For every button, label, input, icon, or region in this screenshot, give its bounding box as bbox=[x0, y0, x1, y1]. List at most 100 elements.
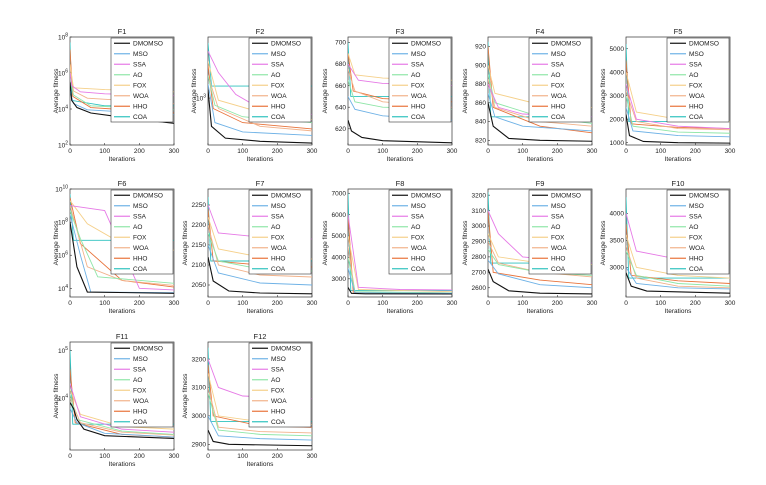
x-axis-label: Iterations bbox=[387, 308, 414, 315]
y-axis-label: Average fitness bbox=[462, 220, 469, 265]
legend: DMOMSO MSO SSA AO FOX WOA HHO COA bbox=[388, 37, 452, 123]
x-tick-label: 100 bbox=[377, 148, 388, 155]
chart-title: F5 bbox=[674, 27, 683, 36]
legend-label-ao: AO bbox=[551, 224, 560, 231]
chart-panel-f9: F9 0 100 200 300 Iterations 2600 2700 2800 2900 30… bbox=[462, 179, 598, 315]
legend-label-coa: COA bbox=[551, 266, 566, 273]
legend-label-fox: FOX bbox=[551, 235, 565, 242]
x-tick-label: 300 bbox=[447, 148, 458, 155]
y-axis-label: Average fitness bbox=[600, 68, 607, 113]
legend-label-hho: HHO bbox=[133, 409, 147, 416]
legend-box bbox=[248, 342, 312, 428]
y-axis-label: Average fitness bbox=[462, 68, 469, 113]
chart-panel-f12: F12 0 100 200 300 Iterations 2900 3000 3100 3200 A… bbox=[182, 332, 318, 468]
y-tick-label: 1000 bbox=[610, 140, 625, 147]
series-line-fox bbox=[626, 234, 730, 279]
y-tick-label: 2200 bbox=[192, 222, 207, 229]
x-tick-label: 0 bbox=[68, 148, 72, 155]
legend-box bbox=[110, 37, 174, 123]
series-line-ssa bbox=[626, 83, 730, 130]
series-line-mso bbox=[208, 244, 312, 286]
x-tick-label: 200 bbox=[272, 300, 283, 307]
x-tick-label: 100 bbox=[99, 453, 110, 460]
x-tick-label: 300 bbox=[587, 300, 598, 307]
legend-label-hho: HHO bbox=[689, 256, 703, 263]
chart-title: F8 bbox=[396, 179, 405, 188]
legend-label-coa: COA bbox=[271, 114, 286, 121]
series-line-hho bbox=[626, 224, 730, 284]
x-tick-label: 100 bbox=[655, 148, 666, 155]
legend-label-coa: COA bbox=[689, 114, 704, 121]
x-tick-label: 200 bbox=[134, 453, 145, 460]
legend-label-dmomso: DMOMSO bbox=[689, 193, 719, 200]
legend-label-ssa: SSA bbox=[551, 62, 565, 69]
legend-label-mso: MSO bbox=[271, 203, 286, 210]
y-tick-label: 104 bbox=[58, 105, 68, 114]
legend: DMOMSO MSO SSA AO FOX WOA HHO COA bbox=[248, 189, 312, 275]
legend-label-ao: AO bbox=[133, 72, 142, 79]
y-tick-label: 860 bbox=[475, 100, 486, 107]
y-tick-label: 108 bbox=[58, 218, 68, 227]
x-tick-label: 300 bbox=[725, 148, 736, 155]
legend-label-hho: HHO bbox=[271, 409, 285, 416]
x-tick-label: 200 bbox=[690, 300, 701, 307]
series-line-mso bbox=[208, 83, 312, 136]
series-line-hho bbox=[488, 210, 592, 286]
legend-label-ssa: SSA bbox=[689, 214, 703, 221]
legend-label-woa: WOA bbox=[271, 245, 287, 252]
legend-label-fox: FOX bbox=[411, 235, 425, 242]
y-tick-label: 2100 bbox=[192, 262, 207, 269]
legend-label-ao: AO bbox=[133, 224, 142, 231]
y-axis-label: Average fitness bbox=[53, 373, 60, 418]
series-line-dmomso bbox=[348, 119, 452, 144]
y-axis-label: Average fitness bbox=[53, 68, 60, 113]
legend-label-coa: COA bbox=[133, 266, 148, 273]
x-tick-label: 100 bbox=[237, 148, 248, 155]
legend-label-woa: WOA bbox=[411, 245, 427, 252]
legend-box bbox=[528, 189, 592, 275]
legend-label-coa: COA bbox=[271, 266, 286, 273]
x-tick-label: 0 bbox=[346, 148, 350, 155]
x-tick-label: 0 bbox=[206, 148, 210, 155]
series-line-mso bbox=[488, 93, 592, 132]
legend-label-coa: COA bbox=[271, 419, 286, 426]
chart-title: F12 bbox=[254, 332, 267, 341]
x-tick-label: 100 bbox=[237, 453, 248, 460]
y-tick-label: 820 bbox=[475, 138, 486, 145]
legend-label-dmomso: DMOMSO bbox=[133, 346, 163, 353]
y-tick-label: 840 bbox=[475, 119, 486, 126]
legend: DMOMSO MSO SSA AO FOX WOA HHO COA bbox=[110, 189, 174, 275]
x-tick-label: 100 bbox=[517, 148, 528, 155]
y-tick-label: 2900 bbox=[192, 442, 207, 449]
x-tick-label: 300 bbox=[725, 300, 736, 307]
legend-label-ssa: SSA bbox=[551, 214, 565, 221]
legend-label-hho: HHO bbox=[551, 256, 565, 263]
series-line-mso bbox=[208, 415, 312, 441]
x-tick-label: 300 bbox=[169, 300, 180, 307]
legend-label-dmomso: DMOMSO bbox=[271, 346, 301, 353]
x-tick-label: 100 bbox=[655, 300, 666, 307]
y-tick-label: 3000 bbox=[610, 265, 625, 272]
series-group bbox=[626, 44, 730, 144]
x-tick-label: 300 bbox=[447, 300, 458, 307]
legend-label-dmomso: DMOMSO bbox=[551, 193, 581, 200]
y-tick-label: 880 bbox=[475, 81, 486, 88]
legend-label-woa: WOA bbox=[551, 93, 567, 100]
y-tick-label: 106 bbox=[58, 69, 68, 78]
legend-label-dmomso: DMOMSO bbox=[133, 193, 163, 200]
x-tick-label: 300 bbox=[169, 148, 180, 155]
chart-panel-f4: F4 0 100 200 300 Iterations 820 840 860 880 900 920… bbox=[462, 27, 598, 163]
series-line-fox bbox=[70, 389, 174, 430]
legend: DMOMSO MSO SSA AO FOX WOA HHO COA bbox=[666, 37, 730, 123]
x-tick-label: 200 bbox=[690, 148, 701, 155]
legend-label-ssa: SSA bbox=[411, 62, 425, 69]
series-line-dmomso bbox=[208, 429, 312, 447]
x-tick-label: 300 bbox=[169, 453, 180, 460]
chart-title: F6 bbox=[118, 179, 127, 188]
series-line-woa bbox=[70, 205, 174, 286]
y-tick-label: 2050 bbox=[192, 282, 207, 289]
legend-label-mso: MSO bbox=[689, 203, 704, 210]
series-line-fox bbox=[348, 235, 452, 293]
